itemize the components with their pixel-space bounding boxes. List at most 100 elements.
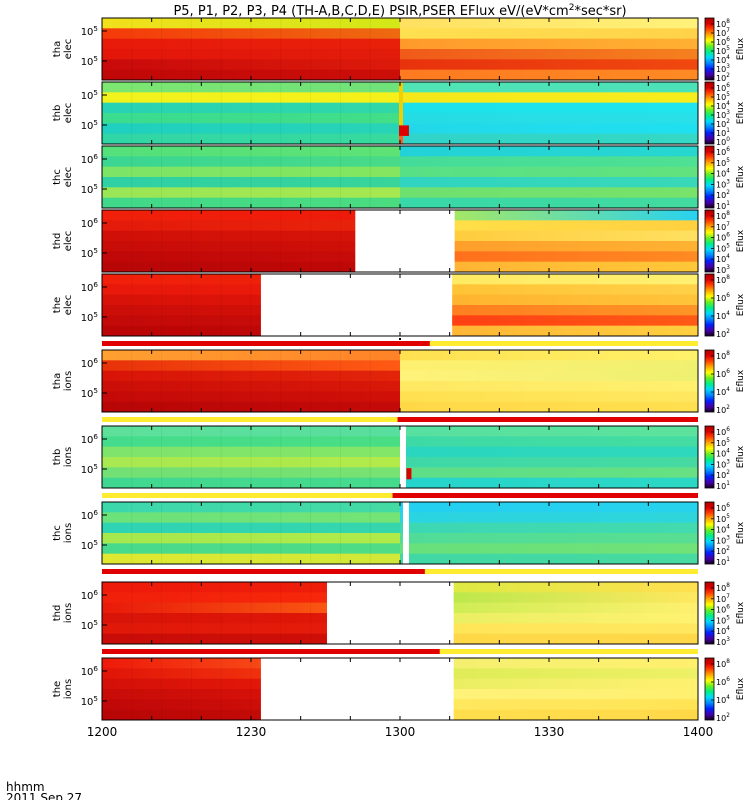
energy-band [102,401,400,413]
data-gap [400,426,406,488]
mode-bars-group [102,338,698,654]
energy-band [102,699,400,711]
energy-band [102,156,400,168]
colorbar-tick-label: 104 [716,525,730,535]
y-tick-label: 106 [81,280,99,294]
energy-band [102,381,400,392]
energy-band [400,543,698,555]
colorbar-tick-label: 107 [716,594,730,604]
panel-tha-elec: 105 105 thaelec [52,17,699,81]
colorbar-tick-label: 104 [716,449,730,459]
energy-band [102,102,400,114]
colorbar-tick-label: 102 [716,470,730,480]
x-caption: hhmm [6,780,45,794]
energy-band [102,197,400,209]
colorbar-tick-label: 102 [716,190,730,200]
colorbar-tick-label: 106 [716,427,730,437]
energy-band [400,592,698,604]
panel-label: thdelec [52,231,74,252]
spectral-spike [399,135,403,144]
energy-band [400,502,698,513]
energy-band [102,543,400,555]
energy-band [400,325,698,337]
energy-band [102,370,400,382]
colorbar-tick-label: 106 [716,503,730,513]
energy-band [400,59,698,71]
colorbar-tick-label: 108 [716,19,730,29]
colorbar-tick-label: 104 [716,169,730,179]
energy-band [400,28,698,40]
spectral-spike [399,82,403,144]
colorbar-tick-label: 107 [716,222,730,232]
colorbar-tick-label: 105 [716,438,730,448]
colorbar-tick-label: 101 [716,201,730,211]
energy-band [400,350,698,361]
energy-band [400,38,698,50]
y-tick-label: 106 [81,152,99,166]
y-tick-label: 106 [81,508,99,522]
energy-band [400,49,698,60]
energy-band [102,709,400,721]
energy-band [400,633,698,645]
energy-band [400,220,698,232]
energy-band [400,446,698,458]
energy-band [400,177,698,188]
panel-label: thbions [52,447,74,467]
energy-band [102,522,400,534]
colorbar-tick-label: 102 [716,73,730,83]
colorbar-tick-label: 103 [716,64,730,74]
energy-band [400,82,698,93]
mode-bar-marker [399,338,401,340]
energy-band [400,69,698,81]
colorbar-6: 108 106 104 102 Eflux [704,349,746,415]
colorbar-tick-label: 108 [716,351,730,361]
colorbar-tick-label: 104 [716,695,730,705]
colorbar-label: Eflux [736,101,746,124]
panel-thc-ions: 106 105 thcions [52,501,699,565]
y-tick-label: 106 [81,588,99,602]
colorbar-tick-label: 104 [716,387,730,397]
spectral-spike [399,125,409,136]
energy-band [102,133,400,145]
energy-band [400,241,698,252]
y-tick-label: 106 [81,216,99,230]
energy-band [102,426,400,437]
colorbar-tick-label: 107 [716,28,730,38]
energy-band [400,436,698,448]
energy-band [102,592,400,604]
panel-label: thdions [52,603,74,623]
energy-band [400,102,698,114]
energy-band [102,350,400,361]
energy-band [400,146,698,157]
energy-band [102,82,400,93]
colorbar-10: 108 106 104 102 Eflux [704,657,746,723]
energy-band [102,123,400,135]
energy-band [400,426,698,437]
panel-label: thaions [52,371,74,391]
x-tick-label: 1400 [683,725,714,739]
energy-band [400,699,698,711]
energy-band [400,623,698,635]
y-tick-label: 106 [81,664,99,678]
figure-title: P5, P1, P2, P3, P4 (TH-A,B,C,D,E) PSIR,P… [173,3,626,19]
colorbar-tick-label: 103 [716,535,730,545]
colorbar-tick-label: 104 [716,55,730,65]
date-caption: 2011 Sep 27 [6,791,82,800]
colorbar-tick-label: 106 [716,233,730,243]
energy-band [102,467,400,479]
colorbar-strip [704,349,715,413]
colorbar-tick-label: 102 [716,329,730,339]
panel-label: theions [52,679,74,699]
colorbar-tick-label: 103 [716,637,730,647]
energy-band [400,261,698,273]
data-gap [355,210,455,272]
energy-band [102,633,400,645]
colorbar-label: Eflux [736,445,746,468]
time-axis: 1200 1230 1300 1330 1400 [87,725,714,739]
colorbar-tick-label: 104 [716,626,730,636]
colorbar-tick-label: 108 [716,583,730,593]
